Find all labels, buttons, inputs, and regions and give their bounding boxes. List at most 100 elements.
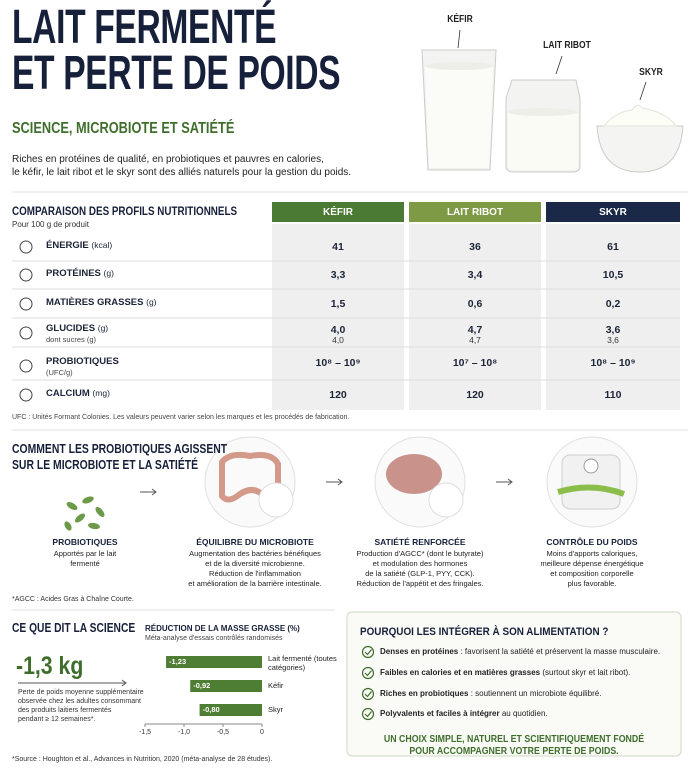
why-item-bold: Denses en protéines: [380, 647, 459, 656]
pointer: [639, 81, 647, 101]
step-text: Augmentation des bactéries bénéfiques: [189, 549, 321, 558]
step-text: et de la diversité microbienne.: [205, 559, 305, 568]
column-header: KÉFIR: [323, 207, 353, 218]
intro-line: Riches en protéines de qualité, en probi…: [12, 154, 324, 165]
why-item: Denses en protéines : favorisent la sati…: [380, 647, 660, 656]
cell-value: 4,0: [330, 324, 346, 336]
step-title: SATIÉTÉ RENFORCÉE: [374, 537, 466, 547]
check-icon: [361, 645, 375, 659]
step-title: PROBIOTIQUES: [52, 537, 118, 547]
step-text: fermenté: [70, 559, 100, 568]
chart-subtitle: Méta-analyse d'essais contrôlés randomis…: [145, 635, 283, 642]
section-title: SUR LE MICROBIOTE ET LA SATIÉTÉ: [12, 457, 199, 472]
column-header: SKYR: [599, 207, 627, 218]
science-title: CE QUE DIT LA SCIENCE: [12, 621, 136, 635]
chart-title: RÉDUCTION DE LA MASSE GRASSE (%): [145, 624, 300, 633]
why-item-bold: Polyvalents et faciles à intégrer: [380, 709, 500, 718]
value-label: -1,23: [169, 657, 187, 666]
science-text: observée chez les adultes consommant: [18, 698, 141, 705]
x-tick-label: -1,0: [177, 729, 191, 736]
cell-value: 4,7: [467, 324, 483, 336]
column-bg: [272, 224, 404, 410]
step-text: Réduction de l'appétit et des fringales.: [356, 579, 484, 588]
row-label: PROBIOTIQUES: [46, 356, 119, 368]
cell-sub-value: 4,0: [332, 335, 344, 345]
row-unit: (kcal): [91, 240, 113, 250]
conclusion-line: UN CHOIX SIMPLE, NATUREL ET SCIENTIFIQUE…: [383, 734, 645, 745]
step-text: Moins d'apports caloriques,: [546, 549, 638, 558]
why-item-text: : soutiennent un microbiote équilibré.: [468, 689, 602, 698]
column-bg: [409, 224, 541, 410]
check-icon: [361, 707, 375, 721]
why-title: POURQUOI LES INTÉGRER À SON ALIMENTATION…: [360, 626, 609, 638]
x-tick-label: -1,5: [138, 729, 152, 736]
check-icon: [361, 687, 375, 701]
bar: [166, 656, 262, 668]
pointer: [457, 29, 461, 49]
why-item: Riches en probiotiques : soutiennent un …: [380, 689, 601, 698]
why-item-text: au quotidien.: [499, 709, 548, 718]
step-text: meilleure dépense énergétique: [540, 559, 644, 568]
category-label: Lait fermenté (toutes catégories): [268, 654, 337, 672]
cell-value: 1,5: [330, 298, 346, 310]
source: *Source : Houghton et al., Advances in N…: [12, 756, 273, 763]
row-name: GLUCIDES: [46, 323, 96, 334]
science-value: -1,3 kg: [16, 652, 84, 680]
value-label: -0,92: [193, 681, 211, 690]
zoom-circle: [428, 482, 464, 518]
intro-line: le kéfir, le lait ribot et le skyr sont …: [12, 167, 352, 178]
brain: [386, 454, 442, 494]
row-icon: [19, 359, 33, 373]
why-item-text: (surtout skyr et lait ribot).: [540, 668, 631, 677]
cell-value: 41: [332, 241, 344, 253]
row-name: ÉNERGIE: [46, 240, 89, 251]
category-label: Skyr: [268, 705, 283, 714]
row-icon: [19, 240, 33, 254]
row-icon: [19, 388, 33, 402]
cell-value: 0,6: [467, 298, 483, 310]
cell-value: 120: [329, 389, 347, 401]
cell-value: 110: [604, 389, 622, 401]
check-mark: [364, 670, 372, 677]
table-note: Pour 100 g de produit: [12, 220, 89, 229]
step-text: et modulation des hormones: [372, 559, 468, 568]
row-name: PROTÉINES: [46, 268, 101, 279]
arrows: [18, 478, 513, 687]
glass-label: LAIT RIBOT: [543, 40, 591, 51]
row-unit: (g): [103, 268, 114, 278]
ribot-glass: [505, 79, 581, 173]
check-icon: [361, 666, 375, 680]
scale: [561, 454, 621, 510]
row-unit: (g): [97, 323, 109, 333]
check-mark: [364, 691, 372, 698]
value-label: -0,80: [202, 705, 220, 714]
mechanism-footnote: *AGCC : Acides Gras à Chaîne Courte.: [12, 596, 134, 603]
scale-dial: [583, 458, 599, 474]
conclusion-line: POUR ACCOMPAGNER VOTRE PERTE DE POIDS.: [409, 746, 619, 757]
row-icon: [19, 326, 33, 340]
row-name: CALCIUM: [46, 388, 90, 399]
science-text: Perte de poids moyenne supplémentaire: [18, 689, 144, 696]
row-icon: [19, 268, 33, 282]
row-name: PROBIOTIQUES: [46, 356, 119, 367]
glass-label: KÉFIR: [447, 14, 473, 25]
row-unit: (g): [146, 297, 157, 307]
row-label: CALCIUM (mg): [46, 388, 110, 400]
x-tick-label: -0,5: [216, 729, 230, 736]
step-text: et composition corporelle: [550, 569, 634, 578]
why-item: Polyvalents et faciles à intégrer au quo…: [380, 709, 548, 718]
table-title: COMPARAISON DES PROFILS NUTRITIONNELS: [12, 204, 238, 218]
cell-value: 0,2: [605, 298, 621, 310]
glass-label: SKYR: [639, 67, 663, 78]
cell-value: 10⁸ – 10⁹: [590, 357, 636, 369]
title-line: ET PERTE DE POIDS: [12, 47, 341, 100]
pointer: [555, 55, 563, 75]
why-box: [346, 611, 682, 757]
column-header-bg: [546, 202, 680, 222]
row-unit: (mg): [92, 388, 110, 398]
step-text: Apportés par le lait: [53, 549, 117, 558]
step-text: plus favorable.: [567, 579, 617, 588]
cell-value: 120: [466, 389, 484, 401]
row-label: PROTÉINES (g): [46, 268, 114, 280]
